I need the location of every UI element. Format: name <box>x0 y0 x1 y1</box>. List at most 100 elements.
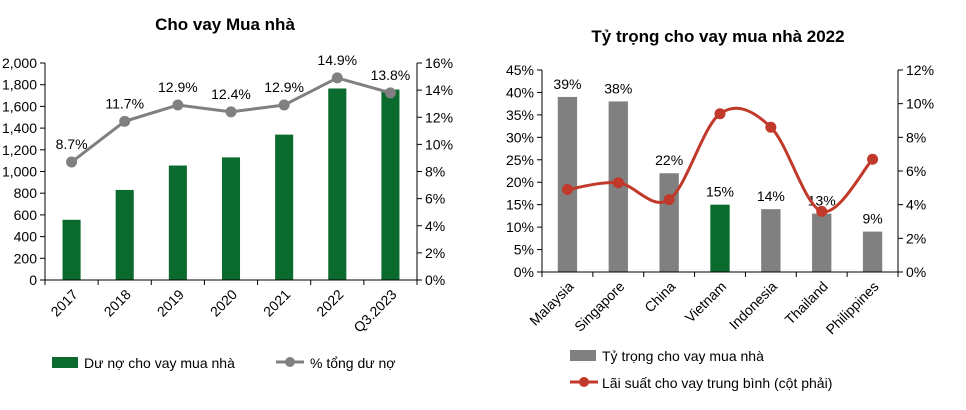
x-axis: 2017 2018 2019 2020 2021 2022 Q3.2023 <box>44 279 418 336</box>
left-tick-label: 20% <box>506 174 534 190</box>
bar <box>328 88 347 280</box>
left-tick-label: 40% <box>506 84 534 100</box>
left-tick-label: 35% <box>506 107 534 123</box>
left-tick-label: 400 <box>14 229 38 245</box>
x-tick-label: Vietnam <box>682 278 729 325</box>
right-tick-label: 0% <box>425 272 445 288</box>
legend-bar-label: Dư nợ cho vay mua nhà <box>84 355 235 371</box>
x-tick-label: Singapore <box>571 278 628 335</box>
line-data-label: 14.9% <box>317 52 357 68</box>
right-tick-label: 6% <box>425 191 445 207</box>
right-tick-label: 4% <box>906 197 926 213</box>
x-tick-label: 2022 <box>313 286 346 319</box>
line-data-label: 12.4% <box>211 86 251 102</box>
line-data-label: 12.9% <box>158 79 198 95</box>
bars <box>62 88 400 281</box>
left-tick-label: 5% <box>514 242 534 258</box>
right-axis: 0% 2% 4% 6% 8% 10% 12% 14% 16% <box>416 55 453 288</box>
right-tick-label: 10% <box>425 136 453 152</box>
line-point <box>119 115 131 127</box>
line-point <box>714 108 726 120</box>
left-tick-label: 1,400 <box>2 120 37 136</box>
legend-bar-swatch <box>570 350 596 361</box>
left-axis: 0 200 400 600 800 1,000 1,200 1,400 1,600 1,800 2,… <box>2 55 46 288</box>
line-data-label: 12.9% <box>264 79 304 95</box>
legend-bar-label: Tỷ trọng cho vay mua nhà <box>602 348 764 364</box>
bar <box>862 231 883 272</box>
line-point <box>765 121 777 133</box>
right-tick-label: 8% <box>906 129 926 145</box>
left-axis: 0% 5% 10% 15% 20% 25% 30% 35% 40% 45% <box>506 62 543 280</box>
chart-title: Tỷ trọng cho vay mua nhà 2022 <box>591 27 844 46</box>
right-tick-label: 8% <box>425 164 445 180</box>
x-tick-label: 2021 <box>260 286 293 319</box>
x-tick-label: 2018 <box>101 286 134 319</box>
x-tick-label: 2017 <box>47 286 80 319</box>
chart-home-loans: Cho vay Mua nhà 0 200 400 600 800 1,000 1,200 1… <box>2 15 453 371</box>
left-tick-label: 1,200 <box>2 142 37 158</box>
bar <box>381 89 400 281</box>
bars: 39% 38%22%15% 14% 13%9% <box>553 76 883 272</box>
line-point <box>225 106 237 118</box>
right-tick-label: 12% <box>906 62 934 78</box>
left-tick-label: 30% <box>506 129 534 145</box>
line-data-label: 8.7% <box>56 136 88 152</box>
x-tick-label: Q3.2023 <box>350 286 399 335</box>
line-data-label: 11.7% <box>105 95 144 111</box>
right-tick-label: 6% <box>906 163 926 179</box>
line-data-label: 13.8% <box>371 67 411 83</box>
line-point <box>172 99 184 111</box>
left-tick-label: 1,600 <box>2 98 37 114</box>
x-tick-label: 2020 <box>207 286 240 319</box>
right-tick-label: 10% <box>906 96 934 112</box>
right-tick-label: 0% <box>906 264 926 280</box>
left-tick-label: 800 <box>14 185 38 201</box>
bar-data-label: 39% <box>553 76 581 92</box>
line-point <box>331 72 343 84</box>
right-tick-label: 16% <box>425 55 453 71</box>
line-point <box>384 87 396 99</box>
bar <box>168 165 187 280</box>
line-point <box>278 99 290 111</box>
left-tick-label: 25% <box>506 152 534 168</box>
left-tick-label: 200 <box>14 250 38 266</box>
line-point <box>561 184 573 196</box>
bar <box>221 157 241 280</box>
left-tick-label: 1,000 <box>2 164 37 180</box>
x-tick-label: Indonesia <box>726 278 780 332</box>
line-point <box>612 177 624 189</box>
bar <box>275 134 294 280</box>
line-series <box>561 106 879 217</box>
right-axis: 0% 2% 4% 6% 8% 10% 12% <box>897 62 934 280</box>
bar-data-label: 14% <box>757 188 785 204</box>
bar-data-label: 22% <box>655 152 683 168</box>
line-point <box>867 153 879 165</box>
chart-home-loan-share: Tỷ trọng cho vay mua nhà 2022 0% 5% 10% 15%… <box>506 27 934 391</box>
right-tick-label: 4% <box>425 218 445 234</box>
left-tick-label: 45% <box>506 62 534 78</box>
legend-line-label: Lãi suất cho vay trung bình (cột phải) <box>602 375 832 391</box>
legend-bar-swatch <box>52 357 78 368</box>
chart-title: Cho vay Mua nhà <box>155 15 295 34</box>
line-point <box>663 194 675 206</box>
right-tick-label: 2% <box>906 230 926 246</box>
legend: Tỷ trọng cho vay mua nhà Lãi suất cho va… <box>570 348 832 391</box>
left-tick-label: 1,800 <box>2 77 37 93</box>
left-tick-label: 0% <box>514 264 534 280</box>
bar <box>812 213 832 272</box>
left-tick-label: 600 <box>14 207 38 223</box>
right-tick-label: 2% <box>425 245 445 261</box>
legend: Dư nợ cho vay mua nhà % tổng dư nợ <box>52 355 396 371</box>
legend-line-label: % tổng dư nợ <box>310 355 396 371</box>
line-point <box>66 156 78 168</box>
bar <box>62 219 81 280</box>
bar-data-label: 15% <box>706 184 734 200</box>
x-tick-label: Malaysia <box>526 278 577 329</box>
line-series: 8.7% 11.7% 12.9% 12.4% 12.9% 14.9% 13.8% <box>56 52 411 168</box>
left-tick-label: 15% <box>506 197 534 213</box>
right-tick-label: 14% <box>425 82 453 98</box>
x-tick-label: China <box>641 278 678 315</box>
x-tick-label: Thailand <box>782 278 831 327</box>
left-tick-label: 10% <box>506 219 534 235</box>
